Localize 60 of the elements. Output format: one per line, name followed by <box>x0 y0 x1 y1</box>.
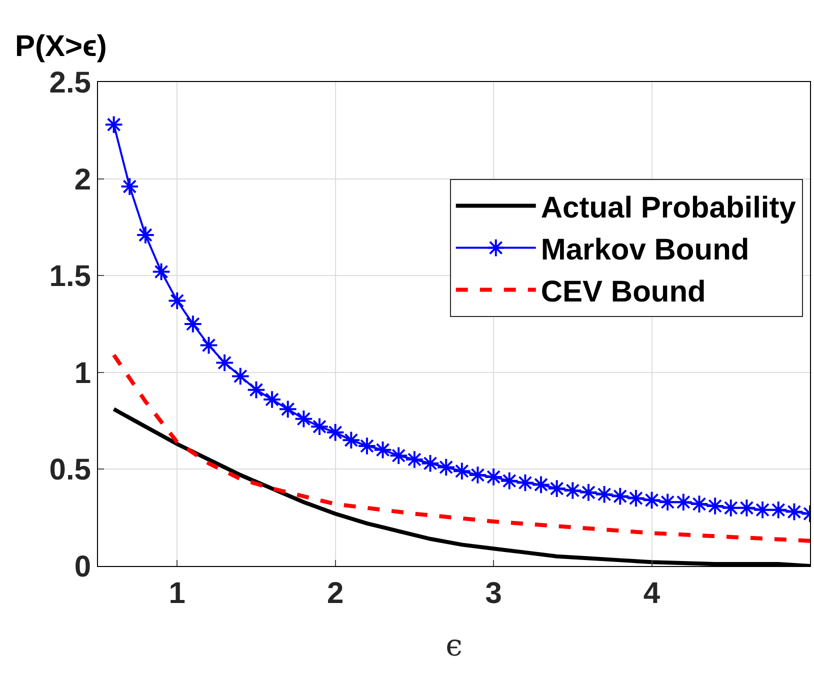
point <box>168 291 187 310</box>
point <box>152 262 171 282</box>
point <box>199 336 218 355</box>
point <box>706 496 724 516</box>
y-axis-title: P(X>ϵ) <box>15 30 107 63</box>
y-tick-label: 1.5 <box>49 260 91 294</box>
point <box>768 500 788 520</box>
point <box>484 468 503 486</box>
x-tick-label: 2 <box>326 577 344 610</box>
point <box>610 486 630 506</box>
x-axis-title: ϵ <box>446 628 462 664</box>
point <box>326 423 345 442</box>
point <box>532 475 550 494</box>
point <box>405 450 424 469</box>
point <box>784 502 804 522</box>
point <box>753 500 772 520</box>
point <box>294 409 314 428</box>
point <box>246 380 266 400</box>
legend-label: Actual Probability <box>540 192 796 224</box>
line-series <box>112 352 810 543</box>
point <box>626 488 646 508</box>
point <box>658 492 677 512</box>
y-tick-label: 1 <box>74 356 91 390</box>
point <box>420 454 440 473</box>
point <box>452 462 472 481</box>
point <box>674 492 693 512</box>
point <box>547 479 566 498</box>
x-tick-label: 1 <box>168 577 186 610</box>
x-tick-label: 4 <box>643 577 660 610</box>
point <box>373 440 392 460</box>
point <box>358 436 376 456</box>
point <box>516 473 535 492</box>
point <box>120 177 140 196</box>
point <box>642 490 662 510</box>
y-tick-label: 0 <box>74 550 91 584</box>
point <box>342 430 361 450</box>
point <box>563 481 582 500</box>
point <box>579 483 598 502</box>
point <box>721 498 740 518</box>
y-tick-label: 2.5 <box>49 66 91 100</box>
point <box>278 400 298 419</box>
point <box>184 314 202 334</box>
point <box>310 417 329 436</box>
point <box>389 446 408 466</box>
point <box>500 471 519 490</box>
legend-label: CEV Bound <box>540 276 706 308</box>
point <box>136 226 155 244</box>
x-tick-label: 3 <box>485 577 502 610</box>
y-tick-label: 0.5 <box>49 454 91 487</box>
point <box>737 498 756 518</box>
point <box>262 390 282 409</box>
point <box>231 366 250 386</box>
point <box>690 494 709 514</box>
point <box>468 466 488 484</box>
legend-label: Markov Bound <box>540 234 750 266</box>
point <box>436 458 456 477</box>
point <box>104 115 124 134</box>
y-tick-label: 2 <box>74 163 91 196</box>
point <box>215 353 234 372</box>
point <box>594 484 614 504</box>
